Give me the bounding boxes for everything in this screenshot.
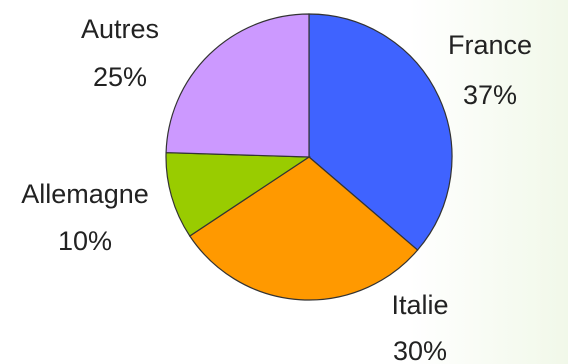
- pie-slice-allemagne: [165, 151, 311, 237]
- slice-label-autres: Autres 25%: [81, 14, 159, 92]
- slice-name: Allemagne: [21, 179, 149, 209]
- pie-slice-italie: [188, 156, 419, 301]
- slice-percent: 25%: [93, 62, 147, 92]
- slice-percent: 10%: [58, 226, 112, 256]
- slice-label-allemagne: Allemagne 10%: [21, 179, 149, 256]
- pie-slice-france: [308, 13, 453, 251]
- slice-percent: 30%: [393, 336, 447, 364]
- slice-percent: 37%: [463, 80, 517, 110]
- slice-name: Autres: [81, 14, 159, 44]
- slice-name: France: [448, 30, 532, 60]
- slice-name: Italie: [391, 290, 448, 320]
- pie-slice-autres: [165, 13, 310, 158]
- pie-slices: [165, 13, 453, 301]
- slice-label-france: France 37%: [448, 30, 532, 110]
- slice-label-italie: Italie 30%: [391, 290, 448, 364]
